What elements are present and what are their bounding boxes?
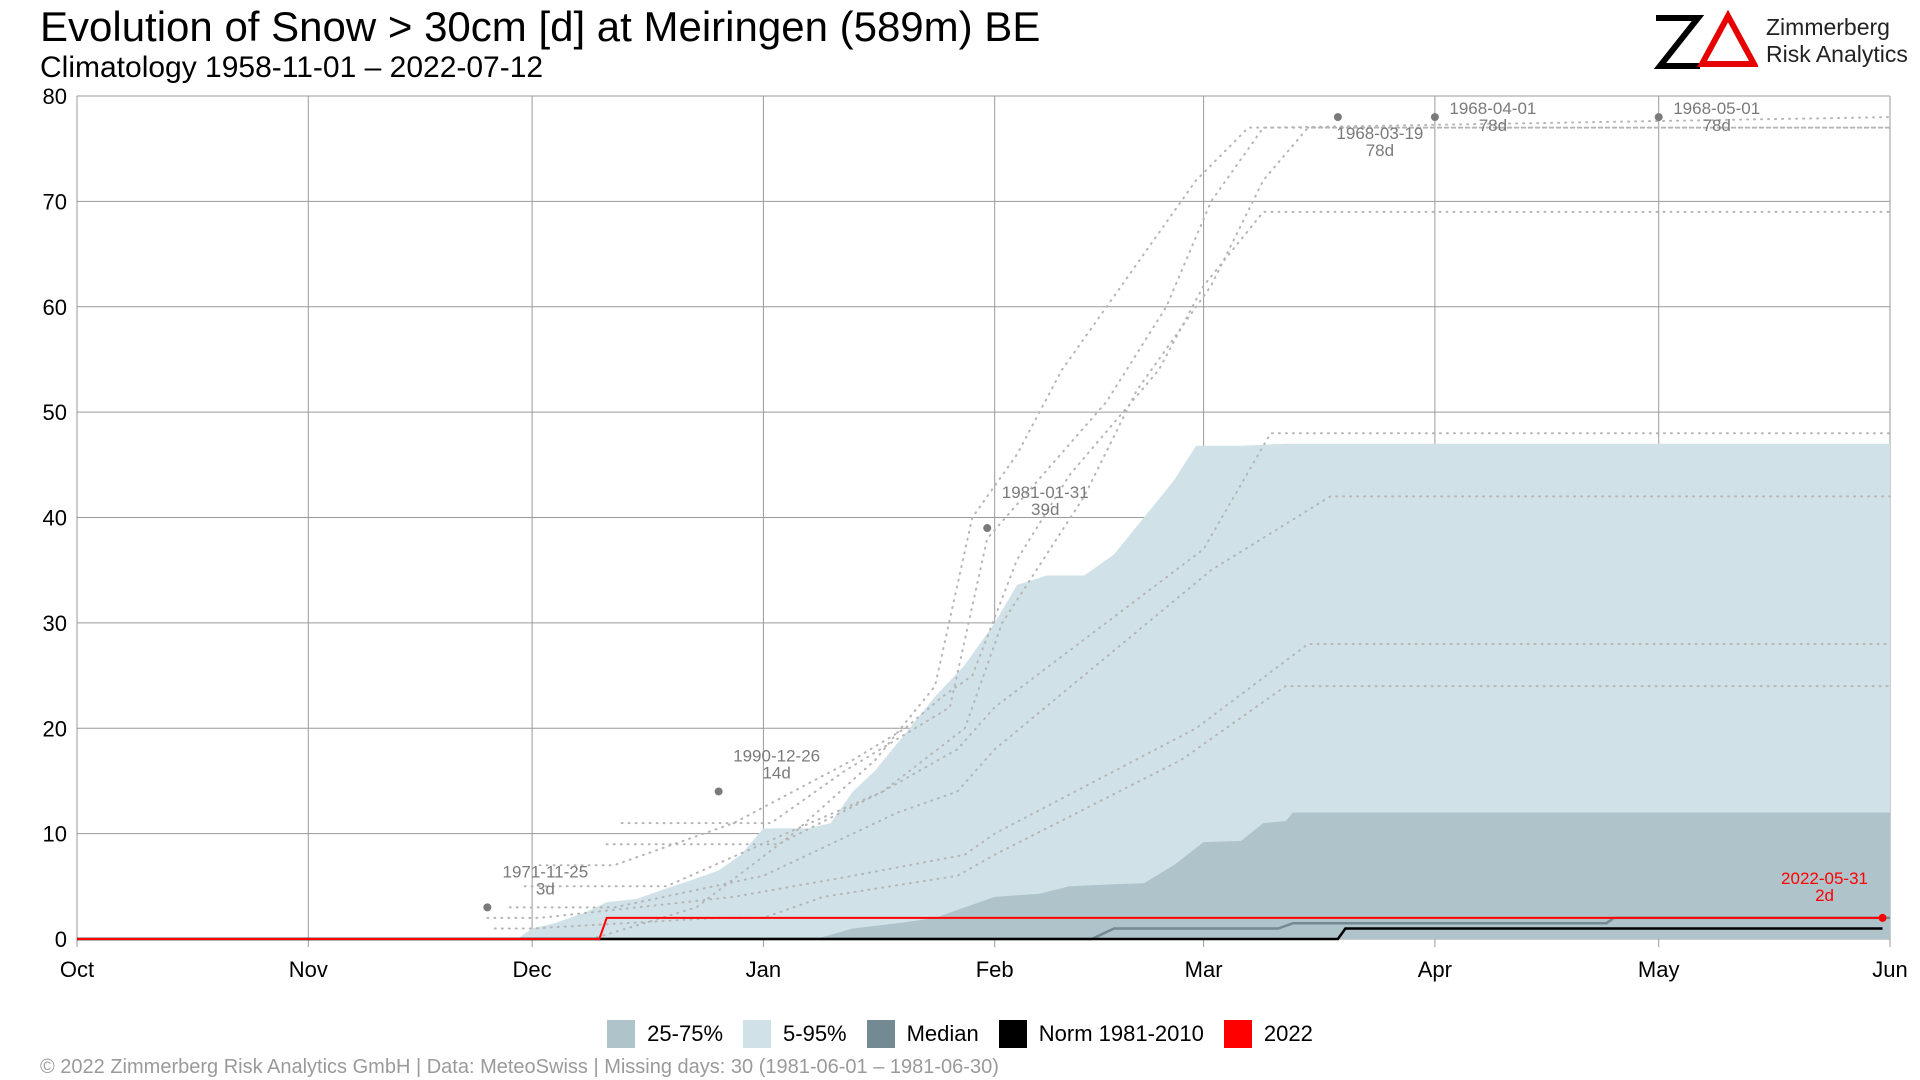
annotation-value: 2d bbox=[1815, 886, 1834, 905]
annotation-date: 1968-05-01 bbox=[1673, 99, 1760, 118]
chart-subtitle: Climatology 1958-11-01 – 2022-07-12 bbox=[40, 51, 544, 84]
x-tick-label: May bbox=[1638, 957, 1680, 982]
chart-title: Evolution of Snow > 30cm [d] at Meiringe… bbox=[40, 3, 1041, 50]
y-tick-label: 50 bbox=[43, 400, 67, 425]
legend-item-5-95: 5-95% bbox=[743, 1020, 847, 1048]
legend-item-norm: Norm 1981-2010 bbox=[998, 1020, 1204, 1048]
record-trace-line bbox=[523, 432, 1891, 888]
legend-item-25-75: 25-75% bbox=[607, 1020, 723, 1048]
annotation-date: 1968-04-01 bbox=[1449, 99, 1536, 118]
x-tick-label: Nov bbox=[289, 957, 328, 982]
annotation-marker bbox=[1654, 113, 1663, 122]
annotation-date: 1971-11-25 bbox=[502, 862, 588, 881]
percentile-bands bbox=[77, 443, 1890, 939]
annotation-value: 14d bbox=[762, 763, 790, 782]
y-tick-label: 10 bbox=[43, 822, 67, 847]
logo-text: Zimmerberg Risk Analytics bbox=[1766, 14, 1908, 68]
legend-label-norm: Norm 1981-2010 bbox=[1038, 1021, 1204, 1046]
legend-swatch-2022 bbox=[1223, 1020, 1252, 1048]
annotation-date: 1990-12-26 bbox=[733, 746, 820, 765]
legend-label-25-75: 25-75% bbox=[647, 1021, 724, 1046]
record-trace-line bbox=[605, 126, 1891, 846]
annotation-marker bbox=[1878, 913, 1887, 922]
annotation-value: 78d bbox=[1366, 141, 1394, 160]
band-25-75 bbox=[77, 812, 1890, 939]
footer-credits: © 2022 Zimmerberg Risk Analytics GmbH | … bbox=[40, 1056, 999, 1078]
logo-line-1: Zimmerberg bbox=[1766, 14, 1890, 40]
annotation-date: 2022-05-31 bbox=[1781, 869, 1868, 888]
y-tick-label: 70 bbox=[43, 189, 67, 214]
record-trace-line bbox=[508, 495, 1891, 909]
record-trace-line bbox=[620, 126, 1891, 825]
y-tick-label: 0 bbox=[55, 927, 67, 952]
legend-item-2022: 2022 bbox=[1223, 1020, 1313, 1048]
logo-line-2: Risk Analytics bbox=[1766, 41, 1908, 67]
legend-swatch-norm bbox=[998, 1020, 1027, 1048]
legend-label-2022: 2022 bbox=[1263, 1021, 1313, 1046]
annotation-marker bbox=[983, 524, 992, 533]
y-tick-label: 20 bbox=[43, 716, 67, 741]
y-tick-label: 30 bbox=[43, 611, 67, 636]
annotation-marker bbox=[483, 903, 492, 912]
record-trace-line bbox=[486, 643, 1891, 919]
legend: 25-75% 5-95% Median Norm 1981-2010 2022 bbox=[0, 1014, 1920, 1054]
norm-line bbox=[77, 927, 1883, 941]
annotation-date: 1968-03-19 bbox=[1336, 124, 1423, 143]
logo-mark-icon bbox=[1653, 10, 1758, 69]
record-traces bbox=[486, 116, 1891, 940]
company-logo: Zimmerberg Risk Analytics bbox=[1650, 10, 1908, 72]
x-tick-label: Apr bbox=[1418, 957, 1452, 982]
y-tick-label: 40 bbox=[43, 506, 67, 531]
legend-swatch-median bbox=[866, 1020, 895, 1048]
y-tick-label: 60 bbox=[43, 295, 67, 320]
y-tick-label: 80 bbox=[43, 84, 67, 109]
axis-labels: 0 10 20 30 40 50 60 70 80 Oct Nov Dec Jan Feb Mar Apr Ma… bbox=[43, 84, 1908, 982]
annotation-value: 3d bbox=[536, 879, 555, 898]
line-2022 bbox=[77, 916, 1883, 940]
annotation-marker bbox=[1430, 113, 1439, 122]
x-tick-label: Mar bbox=[1185, 957, 1223, 982]
record-trace-line bbox=[538, 210, 1891, 867]
legend-label-5-95: 5-95% bbox=[783, 1021, 847, 1046]
legend-item-median: Median bbox=[866, 1020, 979, 1048]
series-lines bbox=[77, 916, 1890, 941]
x-tick-label: Oct bbox=[60, 957, 94, 982]
annotation-value: 78d bbox=[1479, 116, 1507, 135]
annotation-date: 1981-01-31 bbox=[1002, 483, 1089, 502]
record-trace-line bbox=[561, 116, 1891, 940]
x-tick-label: Feb bbox=[976, 957, 1014, 982]
annotation-value: 39d bbox=[1031, 500, 1059, 519]
record-trace-line bbox=[493, 685, 1891, 930]
annotation-marker bbox=[714, 787, 723, 796]
legend-label-median: Median bbox=[906, 1021, 979, 1046]
x-tick-label: Dec bbox=[513, 957, 552, 982]
legend-swatch-25-75 bbox=[607, 1020, 636, 1048]
annotation-marker bbox=[1333, 113, 1342, 122]
annotation-value: 78d bbox=[1703, 116, 1731, 135]
x-tick-label: Jan bbox=[746, 957, 781, 982]
legend-swatch-5-95 bbox=[743, 1020, 772, 1048]
x-tick-label: Jun bbox=[1872, 957, 1907, 982]
